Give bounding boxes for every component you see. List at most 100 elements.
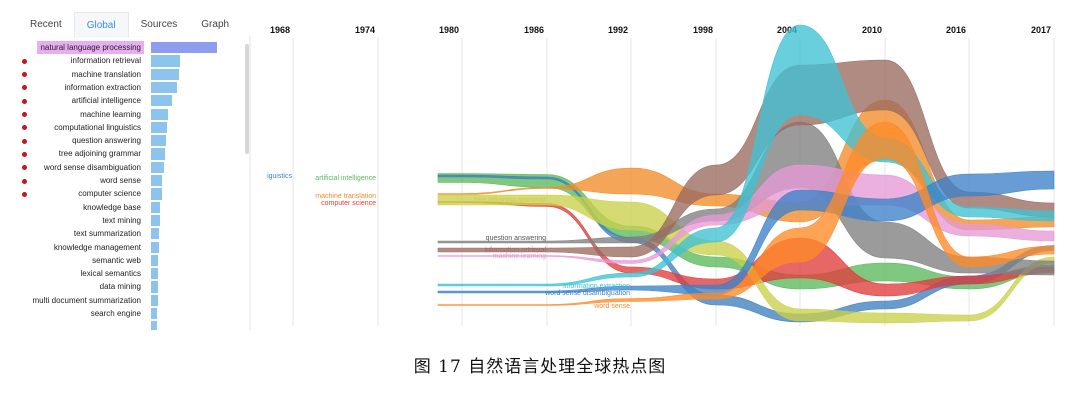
stream-label-word-sense-disambiguation: word sense disambiguation xyxy=(544,290,630,297)
keyword-label: information retrieval xyxy=(70,56,141,66)
keyword-label: text summarization xyxy=(73,229,141,239)
stream-word-sense[interactable] xyxy=(437,121,1055,306)
keyword-label: computational linguistics xyxy=(54,122,141,132)
stream-label-information-retrieval: information retrieval xyxy=(485,247,547,254)
tab-global[interactable]: Global xyxy=(73,12,129,38)
keyword-row[interactable]: lexical semantics xyxy=(0,267,240,280)
stream-label-iguistics: iguistics xyxy=(267,173,292,180)
sidebar-tabs: Recent Global Sources Graph xyxy=(18,12,241,38)
x-tick-label: 1992 xyxy=(608,25,628,35)
tab-recent[interactable]: Recent xyxy=(30,19,62,30)
trend-dot-icon xyxy=(22,85,27,91)
keyword-label: lexical semantics xyxy=(80,269,141,279)
keyword-row[interactable]: machine translation xyxy=(0,68,240,81)
keyword-frequency-bar xyxy=(151,148,165,160)
keyword-row[interactable]: tree adjoining grammar xyxy=(0,147,240,160)
trend-dot-icon xyxy=(22,72,27,78)
trend-dot-icon xyxy=(22,138,27,144)
keyword-frequency-bar xyxy=(151,121,167,134)
x-tick-label: 1968 xyxy=(270,25,290,35)
keyword-frequency-bar xyxy=(151,42,217,54)
stream-label-computer-science: computer science xyxy=(321,200,376,207)
stream-word-sense-disambiguation[interactable] xyxy=(437,170,1055,296)
keyword-frequency-bar xyxy=(151,254,159,267)
keyword-row[interactable]: knowledge base xyxy=(0,201,240,214)
keyword-row[interactable]: computational linguistics xyxy=(0,121,240,134)
keyword-row[interactable]: data mining xyxy=(0,280,240,293)
keyword-label: machine learning xyxy=(80,109,141,119)
trend-dot-icon xyxy=(22,191,27,197)
keyword-label: word sense xyxy=(100,176,141,185)
stream-machine-learning[interactable] xyxy=(437,164,1055,264)
keyword-row[interactable] xyxy=(0,320,240,330)
trend-dot-icon xyxy=(22,165,27,171)
keyword-frequency-bar xyxy=(151,188,162,200)
keyword-row[interactable]: word sense disambiguation xyxy=(0,161,240,174)
keyword-row[interactable]: text mining xyxy=(0,214,240,227)
keyword-frequency-bar xyxy=(151,321,157,330)
keyword-row[interactable]: artificial intelligence xyxy=(0,94,240,107)
x-tick-label: 1998 xyxy=(693,25,713,35)
keyword-frequency-bar xyxy=(151,228,159,240)
keyword-row[interactable]: information extraction xyxy=(0,81,240,94)
x-tick-label: 1980 xyxy=(439,25,459,35)
keyword-row[interactable]: machine learning xyxy=(0,108,240,121)
keyword-frequency-bar xyxy=(151,175,163,187)
keyword-label: data mining xyxy=(99,282,141,292)
keyword-row[interactable]: semantic web xyxy=(0,254,240,267)
trend-dot-icon xyxy=(22,112,27,117)
keyword-row[interactable]: computer science xyxy=(0,187,240,200)
keyword-frequency-bar xyxy=(151,294,158,306)
stream-labels: iguistics artificial intelligence machine … xyxy=(267,173,630,310)
keyword-sidebar: Recent Global Sources Graph natural languag… xyxy=(0,8,252,330)
topic-streams xyxy=(437,24,1055,324)
keyword-row[interactable]: knowledge management xyxy=(0,241,240,254)
keyword-row[interactable]: question answering xyxy=(0,134,240,147)
trend-dot-icon xyxy=(22,125,27,131)
stream-label-question-answering: question answering xyxy=(486,235,546,242)
keyword-list-scrollbar[interactable] xyxy=(245,44,249,154)
x-tick-label: 2017 xyxy=(1031,25,1051,35)
keyword-frequency-bar xyxy=(151,201,161,213)
keyword-frequency-bar xyxy=(151,281,158,293)
stream-label-word-sense: word sense xyxy=(593,303,630,310)
stream-label-tree-adjoining-grammar: tree adjoining grammar xyxy=(474,197,547,204)
keyword-frequency-bar xyxy=(151,108,168,120)
keyword-label: artificial intelligence xyxy=(71,96,141,106)
keyword-row[interactable]: text summarization xyxy=(0,227,240,240)
keyword-frequency-bar xyxy=(151,161,164,173)
keyword-row[interactable]: search engine xyxy=(0,307,240,320)
tab-sources[interactable]: Sources xyxy=(140,19,178,30)
x-tick-label: 2004 xyxy=(777,25,797,35)
keyword-frequency-bar xyxy=(151,268,159,280)
stream-information-retrieval[interactable] xyxy=(437,59,1055,258)
keyword-row[interactable]: word sense xyxy=(0,174,240,187)
tab-graph[interactable]: Graph xyxy=(201,19,230,30)
keyword-row[interactable]: multi document summarization xyxy=(0,294,240,307)
keyword-frequency-bar xyxy=(151,241,159,253)
x-tick-label: 1974 xyxy=(355,25,375,35)
keyword-label: search engine xyxy=(90,309,141,318)
keyword-frequency-bar xyxy=(151,55,181,67)
x-tick-label: 2016 xyxy=(946,25,966,35)
stream-label-information-extraction: information extraction xyxy=(563,283,630,290)
keyword-label: semantic web xyxy=(92,255,141,265)
trend-dot-icon xyxy=(22,58,27,64)
year-tick-labels: 1968 1974 1980 1986 1992 1998 2004 2010 2016 2017 xyxy=(270,25,1051,35)
stream-label-machine-learning: machine learning xyxy=(493,253,546,260)
keyword-label: knowledge base xyxy=(83,202,141,212)
keyword-label: computer science xyxy=(78,189,141,199)
figure-caption: 图 17 自然语言处理全球热点图 xyxy=(413,357,667,377)
keyword-list: natural language processing information r… xyxy=(0,41,248,330)
stream-information-extraction[interactable] xyxy=(437,24,1055,287)
keyword-frequency-bar xyxy=(151,95,173,107)
keyword-label: knowledge management xyxy=(53,242,141,252)
keyword-frequency-bar xyxy=(151,68,179,80)
keyword-label: multi document summarization xyxy=(32,295,141,305)
trend-dot-icon xyxy=(22,151,27,157)
keyword-row[interactable]: information retrieval xyxy=(0,54,240,67)
keyword-row[interactable]: natural language processing xyxy=(0,41,240,55)
streamgraph-chart: 1968 1974 1980 1986 1992 1998 2004 2010 2016 2017… xyxy=(249,24,1055,330)
keyword-frequency-bar xyxy=(151,135,166,147)
trend-dot-icon xyxy=(22,98,27,104)
